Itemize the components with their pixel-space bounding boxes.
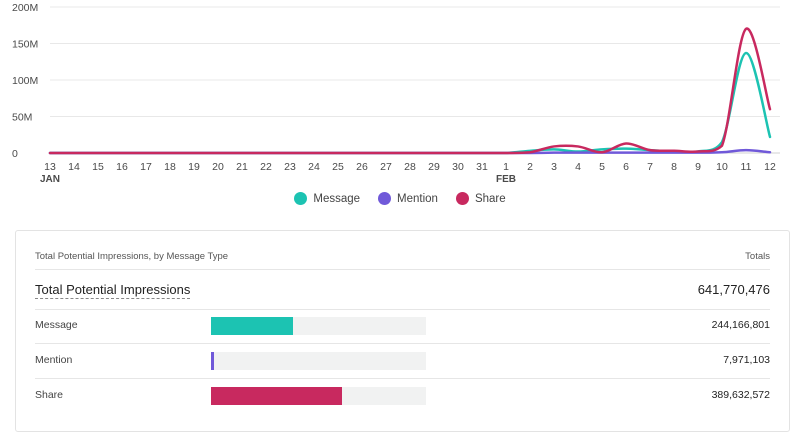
divider bbox=[35, 378, 770, 379]
legend-swatch-mention bbox=[378, 192, 392, 205]
x-tick-label: 2 bbox=[527, 161, 533, 173]
row-label-share: Share bbox=[35, 389, 64, 401]
legend-item-mention[interactable]: Mention bbox=[378, 192, 438, 205]
table-row-mention: Mention 7,971,103 bbox=[35, 344, 770, 378]
legend-label-message: Message bbox=[313, 192, 361, 205]
x-tick-label: 8 bbox=[671, 161, 677, 173]
x-tick-label: 27 bbox=[380, 161, 392, 173]
impressions-table-card: Total Potential Impressions, by Message … bbox=[15, 230, 790, 432]
month-label: FEB bbox=[496, 174, 516, 185]
y-tick-label: 100M bbox=[12, 75, 38, 87]
legend-swatch-message bbox=[294, 192, 308, 205]
series-line-message bbox=[48, 51, 772, 155]
x-tick-label: 28 bbox=[404, 161, 416, 173]
x-tick-label: 22 bbox=[260, 161, 272, 173]
legend-item-share[interactable]: Share bbox=[455, 192, 506, 205]
row-label-mention: Mention bbox=[35, 354, 73, 366]
x-tick-label: 20 bbox=[212, 161, 224, 173]
y-tick-label: 200M bbox=[12, 2, 38, 14]
legend-item-message[interactable]: Message bbox=[294, 192, 360, 205]
bar-fill-message bbox=[211, 317, 293, 335]
x-tick-label: 25 bbox=[332, 161, 344, 173]
x-tick-label: 17 bbox=[140, 161, 152, 173]
x-tick-label: 24 bbox=[308, 161, 320, 173]
row-value-message: 244,166,801 bbox=[711, 319, 770, 331]
x-tick-label: 15 bbox=[92, 161, 104, 173]
bar-fill-mention bbox=[211, 352, 214, 370]
divider bbox=[35, 309, 770, 310]
bar-track-mention bbox=[211, 352, 426, 370]
x-tick-label: 29 bbox=[428, 161, 440, 173]
x-tick-label: 23 bbox=[284, 161, 296, 173]
legend-label-mention: Mention bbox=[397, 192, 438, 205]
row-value-share: 389,632,572 bbox=[711, 389, 770, 401]
x-tick-label: 1 bbox=[503, 161, 509, 173]
x-tick-label: 4 bbox=[575, 161, 581, 173]
x-tick-label: 5 bbox=[599, 161, 605, 173]
table-row-share: Share 389,632,572 bbox=[35, 379, 770, 413]
x-tick-label: 19 bbox=[188, 161, 200, 173]
bar-fill-share bbox=[211, 387, 342, 405]
divider bbox=[35, 269, 770, 270]
x-tick-label: 6 bbox=[623, 161, 629, 173]
x-tick-label: 26 bbox=[356, 161, 368, 173]
x-tick-label: 10 bbox=[716, 161, 728, 173]
legend-label-share: Share bbox=[474, 192, 506, 205]
bar-track-share bbox=[211, 387, 426, 405]
y-tick-label: 50M bbox=[12, 112, 32, 124]
total-impressions-label[interactable]: Total Potential Impressions bbox=[35, 282, 191, 299]
bar-track-message bbox=[211, 317, 426, 335]
table-header: Total Potential Impressions, by Message … bbox=[35, 251, 770, 262]
x-tick-label: 9 bbox=[695, 161, 701, 173]
table-title: Total Potential Impressions, by Message … bbox=[35, 251, 229, 262]
x-tick-label: 7 bbox=[647, 161, 653, 173]
x-tick-label: 13 bbox=[44, 161, 56, 173]
table-row-message: Message 244,166,801 bbox=[35, 309, 770, 343]
y-tick-label: 150M bbox=[12, 39, 38, 51]
x-tick-label: 14 bbox=[68, 161, 80, 173]
totals-header: Totals bbox=[745, 251, 770, 262]
divider bbox=[35, 343, 770, 344]
row-label-message: Message bbox=[35, 319, 78, 331]
x-tick-label: 11 bbox=[741, 161, 752, 173]
x-tick-label: 31 bbox=[476, 161, 488, 173]
x-tick-label: 18 bbox=[164, 161, 176, 173]
chart-legend: Message Mention Share bbox=[0, 192, 800, 205]
month-label: JAN bbox=[40, 174, 60, 185]
x-tick-label: 30 bbox=[452, 161, 464, 173]
total-impressions-value: 641,770,476 bbox=[697, 282, 770, 297]
series-line-share bbox=[48, 27, 772, 155]
y-tick-label: 0 bbox=[12, 148, 18, 160]
x-tick-label: 12 bbox=[764, 161, 776, 173]
legend-swatch-share bbox=[455, 192, 469, 205]
row-value-mention: 7,971,103 bbox=[723, 354, 770, 366]
x-tick-label: 21 bbox=[236, 161, 248, 173]
x-tick-label: 16 bbox=[116, 161, 128, 173]
x-tick-label: 3 bbox=[551, 161, 557, 173]
